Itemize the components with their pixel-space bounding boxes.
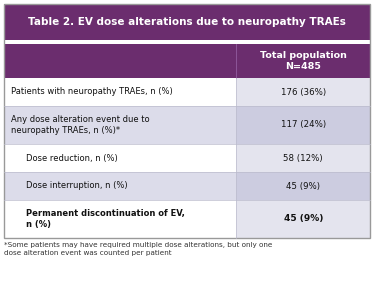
Text: Table 2. EV dose alterations due to neuropathy TRAEs: Table 2. EV dose alterations due to neur… <box>28 17 346 27</box>
Text: *Some patients may have required multiple dose alterations, but only one
dose al: *Some patients may have required multipl… <box>4 242 272 256</box>
Bar <box>4 144 236 172</box>
Bar <box>236 172 370 200</box>
Bar <box>4 200 236 238</box>
Bar <box>236 200 370 238</box>
Text: 45 (9%): 45 (9%) <box>286 181 320 191</box>
Text: Any dose alteration event due to
neuropathy TRAEs, n (%)*: Any dose alteration event due to neuropa… <box>11 115 150 135</box>
Bar <box>4 78 236 106</box>
Text: Patients with neuropathy TRAEs, n (%): Patients with neuropathy TRAEs, n (%) <box>11 87 173 96</box>
Text: 58 (12%): 58 (12%) <box>283 153 323 163</box>
Bar <box>4 172 236 200</box>
Bar <box>4 4 370 238</box>
Text: Dose reduction, n (%): Dose reduction, n (%) <box>26 153 118 163</box>
Text: Total population
N=485: Total population N=485 <box>260 51 347 71</box>
Text: 117 (24%): 117 (24%) <box>280 120 326 129</box>
Bar <box>236 44 370 78</box>
Bar <box>4 106 236 144</box>
Text: 45 (9%): 45 (9%) <box>283 214 323 224</box>
Text: Permanent discontinuation of EV,
n (%): Permanent discontinuation of EV, n (%) <box>26 209 185 229</box>
Bar <box>4 40 370 44</box>
Bar <box>236 144 370 172</box>
Text: 176 (36%): 176 (36%) <box>280 87 326 96</box>
Bar <box>4 4 370 40</box>
Bar <box>4 44 236 78</box>
Text: Dose interruption, n (%): Dose interruption, n (%) <box>26 181 128 191</box>
Bar <box>236 106 370 144</box>
Bar <box>236 78 370 106</box>
